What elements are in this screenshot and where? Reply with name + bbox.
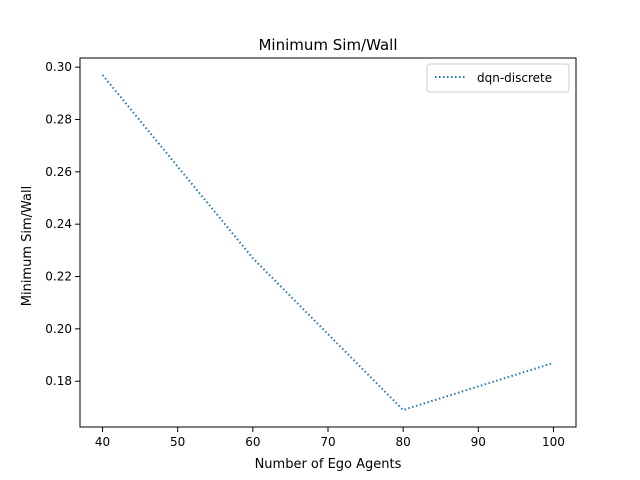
legend-box (426, 63, 570, 93)
axis-ticks: 40 50 60 70 80 90 100 0.18 0.20 0.22 0.24 0.26 0.28 0… (45, 60, 565, 449)
y-tick-label: 0.26 (45, 165, 72, 179)
x-tick-label: 80 (396, 435, 411, 449)
y-tick-label: 0.22 (45, 270, 72, 284)
x-tick-label: 90 (471, 435, 486, 449)
plot-series (101, 74, 554, 412)
y-tick-label: 0.20 (45, 322, 72, 336)
x-axis-label: Number of Ego Agents (255, 457, 402, 472)
legend-series-label: dqn-discrete (477, 71, 552, 85)
y-tick-label: 0.18 (45, 374, 72, 388)
x-tick-label: 100 (542, 435, 565, 449)
x-tick-label: 70 (320, 435, 335, 449)
y-axis-label: Minimum Sim/Wall (20, 186, 35, 307)
y-tick-label: 0.28 (45, 113, 72, 127)
series-line-dqn-discrete (101, 74, 554, 412)
x-tick-label: 50 (170, 435, 185, 449)
y-tick-label: 0.24 (45, 217, 72, 231)
x-tick-label: 40 (95, 435, 110, 449)
chart-title: Minimum Sim/Wall (258, 36, 397, 54)
plot-frame (79, 57, 577, 428)
x-tick-label: 60 (245, 435, 260, 449)
legend: dqn-discrete (426, 63, 570, 93)
y-tick-label: 0.30 (45, 60, 72, 74)
